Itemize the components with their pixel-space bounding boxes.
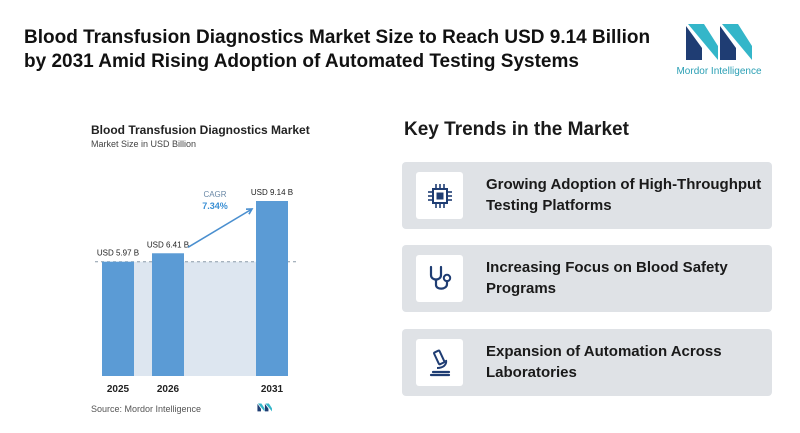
trend-card-high-throughput: Growing Adoption of High-Throughput Test… [402, 162, 772, 229]
chart-category-label: 2026 [157, 384, 180, 395]
chart-title: Blood Transfusion Diagnostics Market [91, 123, 310, 137]
chart-bar [102, 261, 134, 376]
trend-icon-box [416, 172, 463, 219]
trend-label: Expansion of Automation Across Laborator… [486, 343, 722, 381]
chart-value-label: USD 6.41 B [147, 240, 189, 249]
mordor-intelligence-logo: Mordor Intelligence [664, 22, 774, 80]
cagr-label: CAGR [203, 190, 226, 199]
chart-category-label: 2031 [261, 384, 284, 395]
trend-icon-box [416, 339, 463, 386]
processor-chip-icon [427, 183, 452, 208]
chart-subtitle: Market Size in USD Billion [91, 139, 197, 149]
chart-bar [256, 201, 288, 376]
trends-heading: Key Trends in the Market [404, 119, 629, 140]
trend-icon-box [416, 255, 463, 302]
cagr-arrow-head [245, 208, 254, 215]
logo-text: Mordor Intelligence [676, 66, 762, 77]
stethoscope-icon [429, 265, 451, 290]
logo-mark-icon [686, 24, 752, 60]
trend-label: Growing Adoption of High-Throughput Test… [486, 176, 762, 214]
chart-category-label: 2025 [107, 384, 130, 395]
trend-card-automation: Expansion of Automation Across Laborator… [402, 329, 772, 396]
cagr-value: 7.34% [202, 201, 228, 211]
chart-source: Source: Mordor Intelligence [91, 404, 202, 414]
microscope-icon [429, 349, 450, 376]
trend-card-blood-safety: Increasing Focus on Blood Safety Program… [402, 245, 772, 312]
page-headline: Blood Transfusion Diagnostics Market Siz… [24, 27, 651, 72]
trend-label: Increasing Focus on Blood Safety Program… [486, 259, 728, 297]
chart-bar [152, 253, 184, 376]
chart-value-label: USD 5.97 B [97, 249, 139, 258]
chart-value-label: USD 9.14 B [251, 188, 293, 197]
cagr-arrow [187, 208, 253, 248]
source-logo-icon [257, 403, 272, 412]
